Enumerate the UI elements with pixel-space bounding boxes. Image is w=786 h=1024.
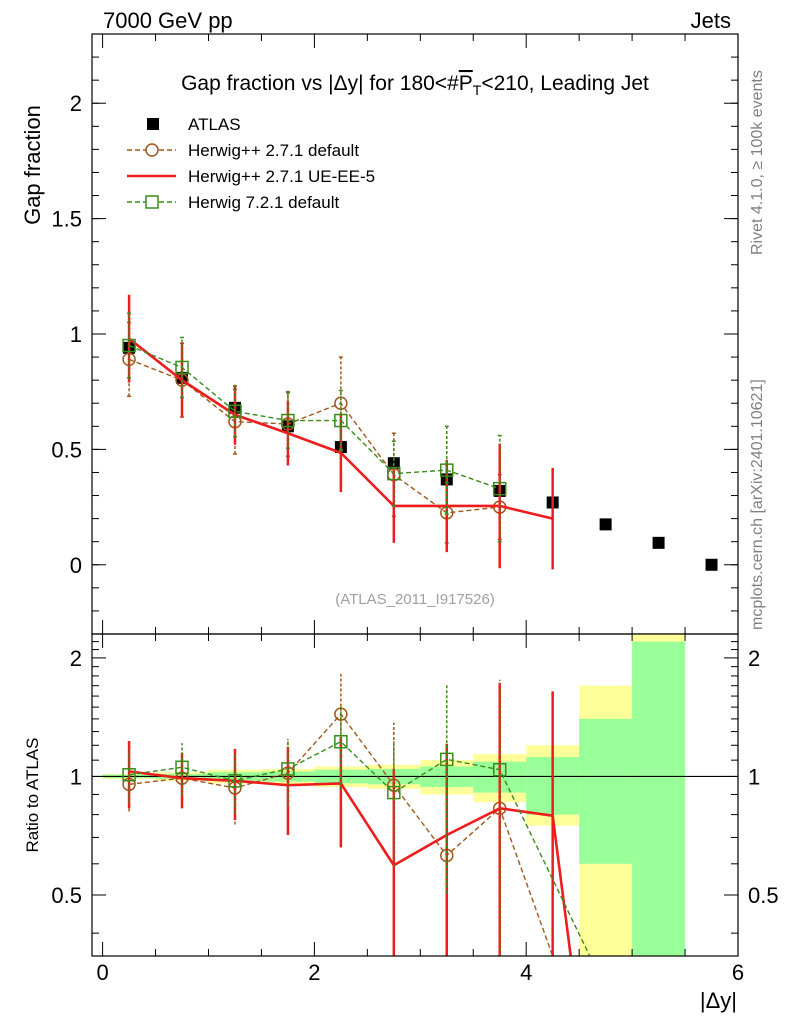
herwig-7-2-1-default-ratio-marker: [387, 785, 401, 800]
herwig-7-2-1-default-marker: [334, 413, 348, 428]
mcplots-label: mcplots.cern.ch [arXiv:2401.10621]: [749, 379, 766, 630]
herwig-7-2-1-default-ratio-marker: [440, 752, 454, 767]
ratio-xtick-label: 4: [520, 960, 532, 985]
uncertainty-band-green: [579, 718, 633, 864]
herwig-7-2-1-default-ratio-marker: [175, 760, 189, 775]
legend-label-herwig-2-7-1-default: Herwig++ 2.7.1 default: [188, 141, 359, 160]
herwig-7-2-1-default-ratio-marker: [334, 734, 348, 749]
herwig-2-7-1-ue-ee-5-line: [128, 337, 553, 520]
herwig-7-2-1-default-line: [128, 344, 500, 490]
atlas-data-point: [652, 536, 665, 549]
ratio-ytick-label-right: 0.5: [748, 883, 779, 908]
header-jets-label: Jets: [691, 8, 731, 33]
herwig-7-2-1-default-marker: [175, 360, 189, 375]
herwig-7-2-1-default-marker: [492, 481, 507, 496]
analysis-watermark: (ATLAS_2011_I917526): [335, 591, 495, 608]
main-ytick-label: 2: [70, 91, 82, 116]
main-title: Gap fraction vs |Δy| for 180<#PT<210, Le…: [181, 72, 649, 98]
herwig-2-7-1-ue-ee-5-ratio-line: [128, 770, 572, 957]
legend-label-atlas: ATLAS: [188, 115, 241, 134]
ratio-xtick-label: 2: [308, 960, 320, 985]
herwig-7-2-1-default-marker: [387, 466, 401, 481]
ratio-ytick-label-right: 1: [748, 764, 760, 789]
header-energy-label: 7000 GeV pp: [103, 8, 233, 33]
ratio-plot: 0.5 0.5 1 1 2 2 0 2 4 6 Ratio to ATLAS |Δy|: [23, 633, 779, 1013]
legend-marker-herwig-2-7-1-default: [145, 143, 159, 157]
ratio-xtick-label: 6: [732, 960, 744, 985]
herwig-7-2-1-default-ratio-line: [128, 740, 591, 957]
ratio-ytick-label: 2: [70, 646, 82, 671]
main-ylabel: Gap fraction: [20, 105, 45, 225]
atlas-data-point: [705, 558, 718, 571]
main-plot: 0 0.5 1 1.5 2 Gap fraction vs |Δy| for 180<#…: [20, 33, 739, 635]
herwig-7-2-1-default-ratio-marker: [281, 762, 295, 776]
rivet-version-label: Rivet 4.1.0, ≥ 100k events: [749, 70, 766, 255]
ratio-ytick-label: 1: [70, 764, 82, 789]
legend-marker-atlas: [147, 118, 159, 130]
herwig-7-2-1-default-marker: [122, 338, 136, 353]
ratio-ytick-label: 0.5: [51, 883, 82, 908]
title-pt-symbol: P: [459, 72, 473, 95]
herwig-7-2-1-default-marker: [440, 463, 454, 477]
ratio-plot-frame: [91, 633, 739, 957]
ratio-xtick-label: 0: [96, 960, 108, 985]
atlas-data-point: [599, 518, 612, 531]
legend-label-herwig-7-2-1-default: Herwig 7.2.1 default: [188, 193, 339, 212]
uncertainty-band-green: [632, 641, 686, 956]
main-ytick-label: 0: [70, 553, 82, 578]
herwig-7-2-1-default-marker: [281, 413, 295, 428]
herwig-7-2-1-default-ratio-marker: [122, 767, 136, 782]
main-ytick-label: 1.5: [51, 207, 82, 232]
ratio-xlabel: |Δy|: [700, 988, 737, 1013]
main-ytick-label: 0.5: [51, 437, 82, 462]
title-pt-subscript: T: [473, 82, 482, 98]
legend-label-herwig-2-7-1-ue-ee-5: Herwig++ 2.7.1 UE-EE-5: [188, 167, 375, 186]
herwig-7-2-1-default-ratio-marker: [492, 762, 507, 777]
herwig-7-2-1-default-marker: [228, 404, 242, 419]
main-ytick-label: 1: [70, 322, 82, 347]
ratio-ylabel: Ratio to ATLAS: [23, 738, 42, 853]
ratio-ytick-label-right: 2: [748, 646, 760, 671]
herwig-7-2-1-default-ratio-marker: [228, 774, 242, 788]
legend: ATLAS Herwig++ 2.7.1 default Herwig++ 2.7.…: [127, 115, 375, 212]
legend-marker-herwig-7-2-1-default: [145, 195, 159, 209]
